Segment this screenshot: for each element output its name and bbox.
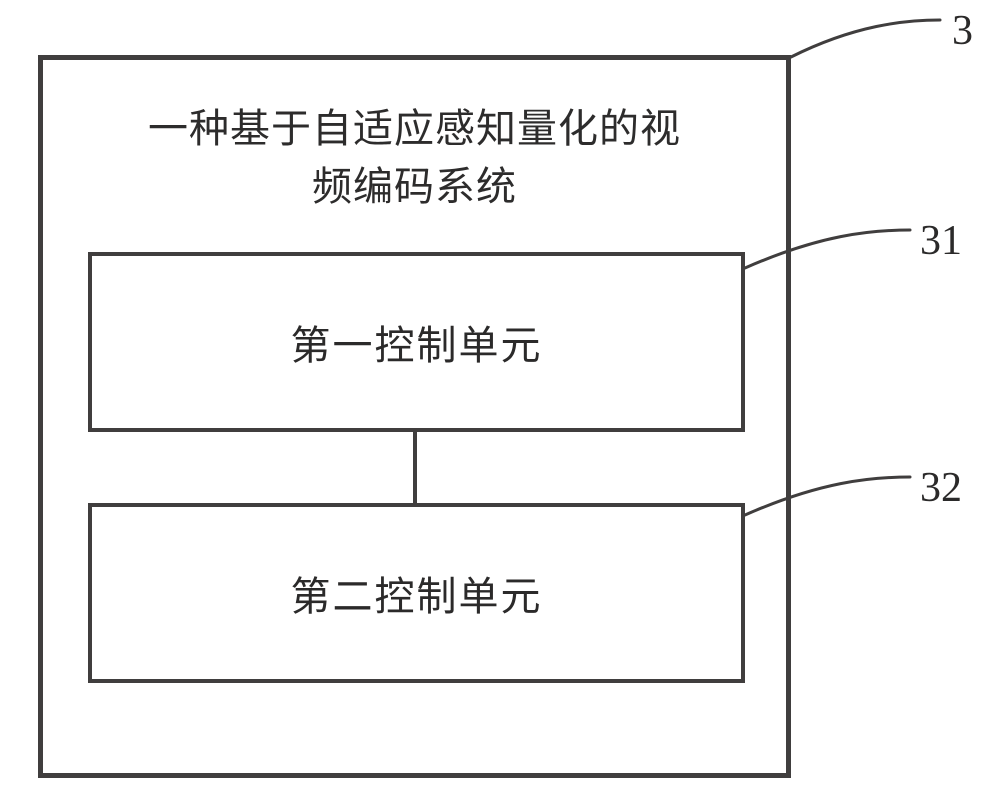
system-title: 一种基于自适应感知量化的视 频编码系统 bbox=[58, 93, 771, 223]
reference-label-32: 32 bbox=[920, 464, 962, 512]
reference-label-31-text: 31 bbox=[920, 217, 962, 265]
reference-label-31: 31 bbox=[920, 217, 962, 265]
reference-label-3-text: 3 bbox=[952, 7, 973, 55]
reference-label-32-text: 32 bbox=[920, 464, 962, 512]
reference-label-3: 3 bbox=[952, 7, 973, 55]
first-control-unit-label: 第一控制单元 bbox=[291, 313, 543, 371]
diagram-canvas: 一种基于自适应感知量化的视 频编码系统 第一控制单元 第二控制单元 3 31 3… bbox=[0, 0, 1000, 806]
second-control-unit-box: 第二控制单元 bbox=[88, 503, 745, 683]
second-control-unit-label: 第二控制单元 bbox=[291, 564, 543, 622]
title-line1: 一种基于自适应感知量化的视 bbox=[148, 100, 681, 158]
first-control-unit-box: 第一控制单元 bbox=[88, 252, 745, 432]
title-line2: 频编码系统 bbox=[148, 158, 681, 216]
